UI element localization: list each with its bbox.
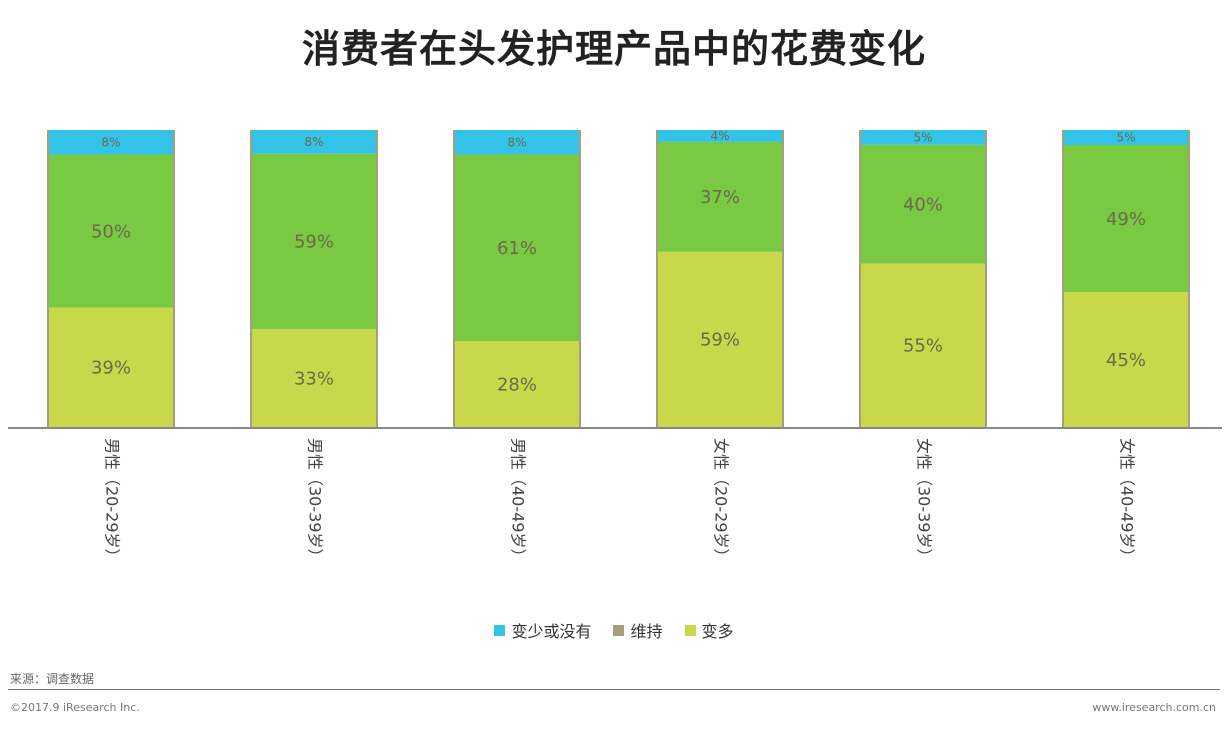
- data-label-3-cat-1: 8%: [101, 135, 120, 149]
- category-label-5: 女性（30-39岁）: [915, 438, 934, 565]
- bar-segment-2-cat-5: [860, 144, 986, 264]
- category-label-6: 女性（40-49岁）: [1118, 438, 1137, 565]
- data-label-2-cat-6: 49%: [1106, 209, 1146, 230]
- category-label-1: 男性（20-29岁）: [103, 438, 122, 565]
- bar-segment-1-cat-1: [48, 307, 174, 427]
- category-label-4: 女性（20-29岁）: [712, 438, 731, 565]
- data-label-3-cat-4: 4%: [710, 129, 729, 143]
- bar-segment-3-cat-5: [860, 130, 986, 145]
- category-label-3: 男性（40-49岁）: [509, 438, 528, 565]
- bar-segment-3-cat-3: [454, 130, 580, 155]
- legend-swatch-increase: [684, 624, 696, 636]
- legend-swatch-decrease: [494, 624, 506, 636]
- website-url: www.iresearch.com.cn: [1092, 701, 1216, 714]
- legend-label-increase: 变多: [701, 622, 734, 641]
- bar-segment-2-cat-2: [251, 153, 377, 329]
- legend-item-increase: 变多: [684, 618, 734, 642]
- data-label-2-cat-3: 61%: [497, 238, 537, 259]
- data-label-2-cat-2: 59%: [294, 232, 334, 253]
- legend-swatch-maintain: [613, 624, 625, 636]
- category-label-2: 男性（30-39岁）: [306, 438, 325, 565]
- data-label-1-cat-4: 59%: [700, 330, 740, 351]
- data-label-3-cat-2: 8%: [304, 135, 323, 149]
- data-label-1-cat-3: 28%: [497, 374, 537, 395]
- bar-segment-2-cat-1: [48, 154, 174, 308]
- bar-segment-2-cat-6: [1063, 145, 1189, 292]
- data-label-2-cat-1: 50%: [91, 221, 131, 242]
- bar-segment-1-cat-4: [657, 251, 783, 427]
- source-note: 来源：调查数据: [10, 672, 95, 686]
- bar-segment-2-cat-4: [657, 141, 783, 252]
- copyright-text: ©2017.9 iResearch Inc.: [10, 701, 140, 714]
- chart-title: 消费者在头发护理产品中的花费变化: [301, 27, 926, 71]
- bar-segment-3-cat-2: [251, 130, 377, 154]
- bar-segment-1-cat-5: [860, 263, 986, 427]
- data-label-3-cat-6: 5%: [1116, 131, 1135, 145]
- legend-item-decrease: 变少或没有: [494, 618, 591, 642]
- data-label-3-cat-5: 5%: [913, 131, 932, 145]
- bar-segment-2-cat-3: [454, 154, 580, 342]
- data-label-3-cat-3: 8%: [507, 135, 526, 149]
- data-label-1-cat-2: 33%: [294, 368, 334, 389]
- data-label-2-cat-4: 37%: [700, 187, 740, 208]
- footer-divider: [8, 689, 1220, 690]
- bar-segment-1-cat-3: [454, 341, 580, 427]
- legend-label-maintain: 维持: [630, 622, 663, 641]
- bar-segment-1-cat-2: [251, 328, 377, 427]
- data-label-1-cat-6: 45%: [1106, 350, 1146, 371]
- data-label-2-cat-5: 40%: [903, 195, 943, 216]
- legend-label-decrease: 变少或没有: [511, 622, 592, 641]
- bar-segment-1-cat-6: [1063, 292, 1189, 427]
- bar-segment-3-cat-1: [48, 130, 174, 155]
- data-label-1-cat-5: 55%: [903, 336, 943, 357]
- chart-legend: 变少或没有 维持 变多: [0, 618, 1228, 642]
- legend-item-maintain: 维持: [613, 618, 663, 642]
- bar-segment-3-cat-6: [1063, 130, 1189, 145]
- data-label-1-cat-1: 39%: [91, 358, 131, 379]
- bar-segment-3-cat-4: [657, 130, 783, 142]
